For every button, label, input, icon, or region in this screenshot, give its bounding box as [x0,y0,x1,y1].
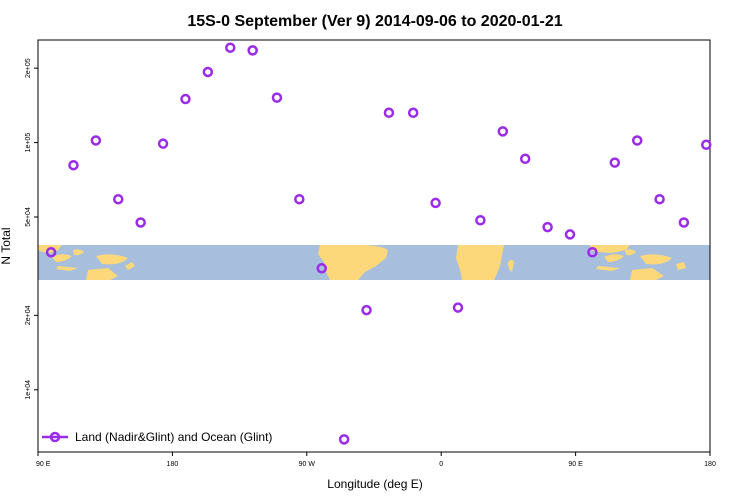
x-axis: 90 E 180 90 W 0 90 E 180 [36,452,716,468]
x-axis-label: Longitude (deg E) [327,477,422,491]
land-new-guinea-right [640,254,672,265]
data-point [247,45,258,56]
x-tick-label: 90 E [36,461,51,468]
land-australia-left [86,268,118,280]
land-africa [456,245,504,280]
land-java-left [56,266,78,271]
data-point [338,434,350,445]
data-point [271,92,283,103]
land-borneo-right [604,254,624,262]
chart-title: 15S-0 September (Ver 9) 2014-09-06 to 20… [187,13,562,30]
land-asia-right [590,245,630,253]
x-tick-label: 0 [439,461,443,468]
data-point [452,302,464,313]
legend-marker [49,431,61,443]
legend: Land (Nadir&Glint) and Ocean (Glint) [42,430,272,444]
data-series [45,42,712,445]
land-madagascar [508,260,514,272]
land-islands-right [676,262,686,270]
data-point [542,221,553,233]
data-point [294,193,305,205]
y-axis-label: N Total [0,227,13,264]
data-point [564,229,576,240]
land-islands-left [125,262,135,270]
land-new-guinea-left [96,254,128,265]
land-sulawesi-left [73,249,84,256]
x-tick-label: 90 E [568,461,583,468]
data-point [157,138,169,149]
data-point [497,126,509,137]
y-tick-label: 5e+04 [25,207,32,227]
land-borneo-left [52,254,72,262]
data-point [316,263,327,274]
data-point [701,139,712,150]
plot-frame [37,39,711,453]
data-point [45,246,57,258]
data-point [519,153,531,165]
data-point [135,217,146,228]
data-point [361,304,372,316]
y-tick-label: 2e+04 [25,305,32,325]
data-point [68,159,79,171]
y-tick-label: 2e+05 [25,58,32,78]
data-point [407,107,419,119]
data-point [475,215,486,226]
land-java-right [596,266,620,271]
y-tick-label: 1e+04 [25,380,32,400]
world-map-band [38,245,710,280]
data-point [609,157,621,168]
data-point [678,217,690,228]
data-point [631,135,643,146]
data-point [225,42,236,53]
land-australia-right [630,268,664,280]
data-point [180,93,191,105]
data-point [654,193,665,205]
data-point [113,193,124,205]
data-point [587,246,598,258]
y-axis: 1e+04 2e+04 5e+04 1e+05 2e+05 [25,58,38,400]
x-tick-label: 90 W [299,461,316,468]
land-sulawesi-right [625,249,636,256]
data-point [202,66,214,78]
x-tick-label: 180 [704,461,716,468]
legend-label: Land (Nadir&Glint) and Ocean (Glint) [75,430,272,444]
data-point [430,197,441,209]
y-tick-label: 1e+05 [25,133,32,153]
land-south-america [318,245,388,280]
data-point [90,135,102,146]
data-point [383,107,395,119]
x-tick-label: 180 [167,461,179,468]
